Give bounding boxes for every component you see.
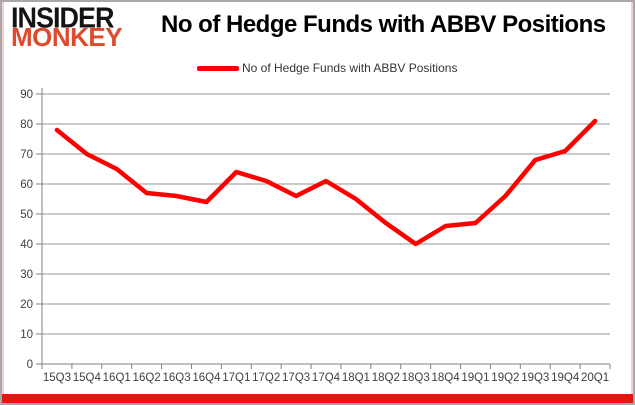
x-tick-label: 18Q4 (432, 372, 461, 384)
chart-legend: No of Hedge Funds with ABBV Positions (197, 61, 457, 75)
svg-text:60: 60 (20, 179, 33, 191)
x-tick-label: 17Q2 (252, 372, 280, 384)
logo-text-insider: INSIDER (11, 2, 115, 34)
svg-text:0: 0 (27, 359, 33, 371)
svg-text:10: 10 (20, 329, 33, 341)
gridlines (42, 93, 610, 335)
x-tick-label: 16Q1 (103, 372, 131, 384)
x-tick-label: 17Q3 (282, 372, 310, 384)
x-tick-label: 16Q4 (192, 372, 221, 384)
x-tick-label: 18Q1 (342, 372, 370, 384)
x-tick-label: 19Q4 (551, 372, 580, 384)
x-tick-label: 15Q3 (43, 372, 71, 384)
x-tick-label: 18Q3 (402, 372, 430, 384)
x-tick-label: 16Q3 (162, 372, 190, 384)
legend-label: No of Hedge Funds with ABBV Positions (242, 61, 458, 75)
logo-text-monkey: MONKEY (11, 22, 123, 53)
series-line (54, 118, 598, 247)
legend-line-swatch (197, 65, 239, 71)
x-tick-label: 19Q2 (491, 372, 519, 384)
svg-text:70: 70 (20, 149, 33, 161)
x-tick-label: 19Q3 (521, 372, 549, 384)
chart-title: No of Hedge Funds with ABBV Positions (161, 11, 606, 38)
svg-text:50: 50 (20, 209, 33, 221)
x-tick-label: 18Q2 (372, 372, 400, 384)
svg-text:30: 30 (20, 269, 33, 281)
svg-text:90: 90 (20, 89, 33, 101)
x-tick-label: 15Q4 (73, 372, 102, 384)
insider-monkey-logo: INSIDER MONKEY (11, 2, 123, 53)
x-tick-label: 17Q1 (222, 372, 250, 384)
axes (36, 88, 611, 369)
svg-text:20: 20 (20, 299, 33, 311)
x-tick-label: 19Q1 (461, 372, 489, 384)
svg-text:40: 40 (20, 239, 33, 251)
x-tick-label: 20Q1 (581, 372, 609, 384)
bottom-red-bar (2, 394, 633, 403)
x-tick-label: 16Q2 (133, 372, 161, 384)
x-tick-label: 17Q4 (312, 372, 341, 384)
svg-text:80: 80 (20, 119, 33, 131)
